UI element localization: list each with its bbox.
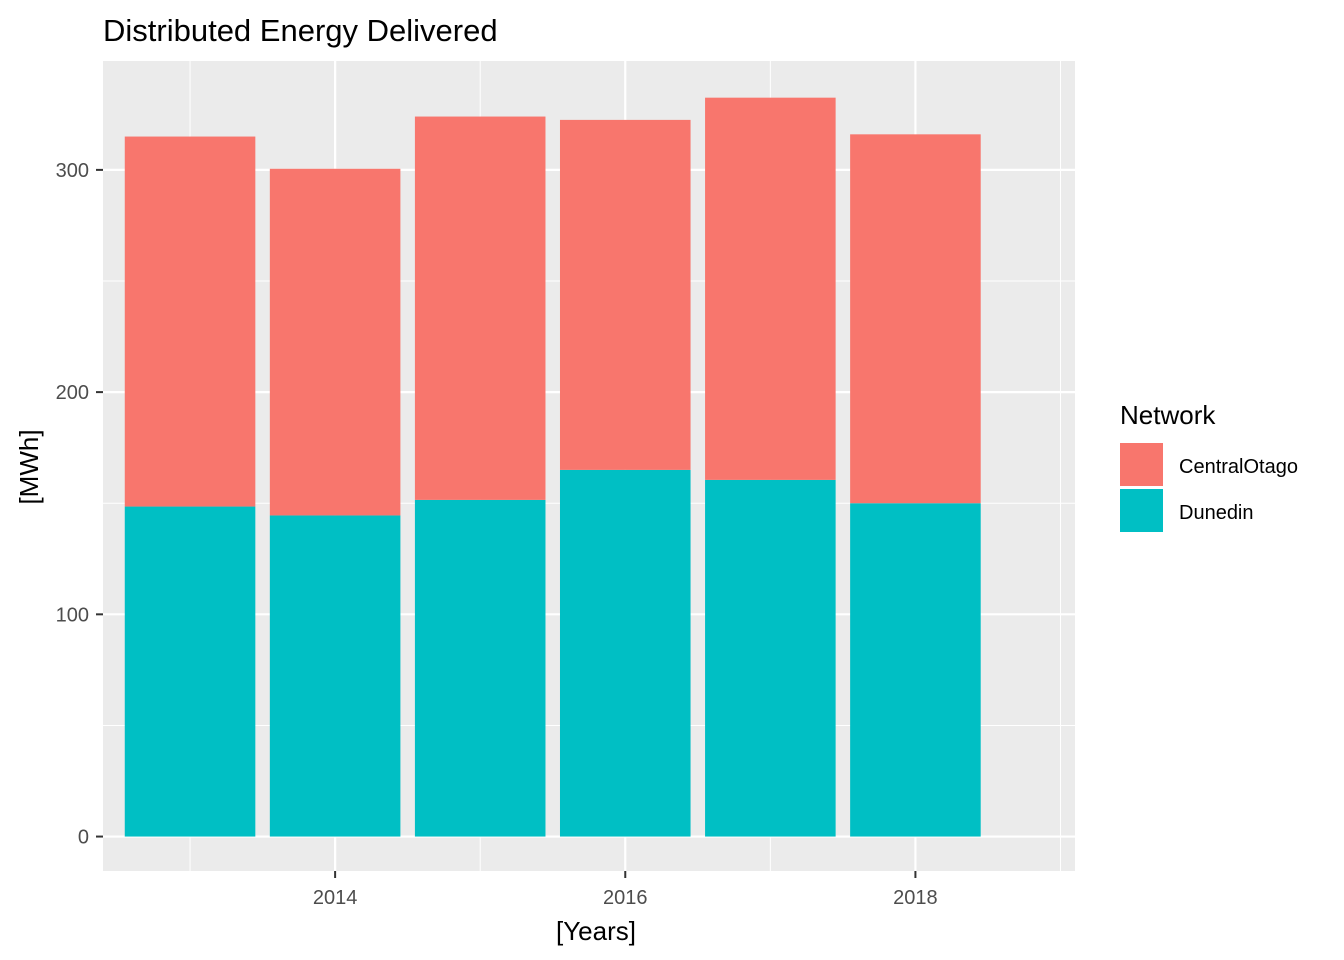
bar-centralotago-2015 <box>414 116 546 500</box>
bar-dunedin-2013 <box>124 506 256 837</box>
x-tick-label: 2014 <box>313 887 358 909</box>
bar-dunedin-2018 <box>850 503 981 837</box>
bar-dunedin-2015 <box>414 499 546 837</box>
legend-swatch-dunedin <box>1120 489 1163 532</box>
legend: Network CentralOtago Dunedin <box>1120 400 1298 532</box>
bar-centralotago-2017 <box>705 97 836 480</box>
x-axis: 2014 2016 2018 <box>313 871 938 909</box>
bar-centralotago-2016 <box>559 119 691 470</box>
bar-dunedin-2014 <box>269 515 401 837</box>
bar-centralotago-2013 <box>124 136 256 507</box>
bar-dunedin-2017 <box>705 479 836 837</box>
y-axis-title: [MWh] <box>14 429 44 504</box>
bars <box>124 97 981 837</box>
bar-centralotago-2018 <box>850 134 981 504</box>
chart-title: Distributed Energy Delivered <box>103 13 498 48</box>
y-tick-label: 0 <box>78 827 89 849</box>
y-tick-label: 200 <box>56 382 89 404</box>
x-tick-label: 2016 <box>603 887 648 909</box>
bar-dunedin-2016 <box>559 469 691 837</box>
x-tick-label: 2018 <box>893 887 938 909</box>
legend-label-dunedin: Dunedin <box>1179 502 1254 524</box>
legend-swatch-centralotago <box>1120 443 1163 486</box>
y-axis: 0 100 200 300 <box>56 160 103 849</box>
y-tick-label: 300 <box>56 160 89 182</box>
y-tick-label: 100 <box>56 604 89 626</box>
x-axis-title: [Years] <box>556 916 636 946</box>
bar-centralotago-2014 <box>269 168 401 516</box>
legend-title: Network <box>1120 400 1216 430</box>
legend-label-centralotago: CentralOtago <box>1179 456 1298 478</box>
